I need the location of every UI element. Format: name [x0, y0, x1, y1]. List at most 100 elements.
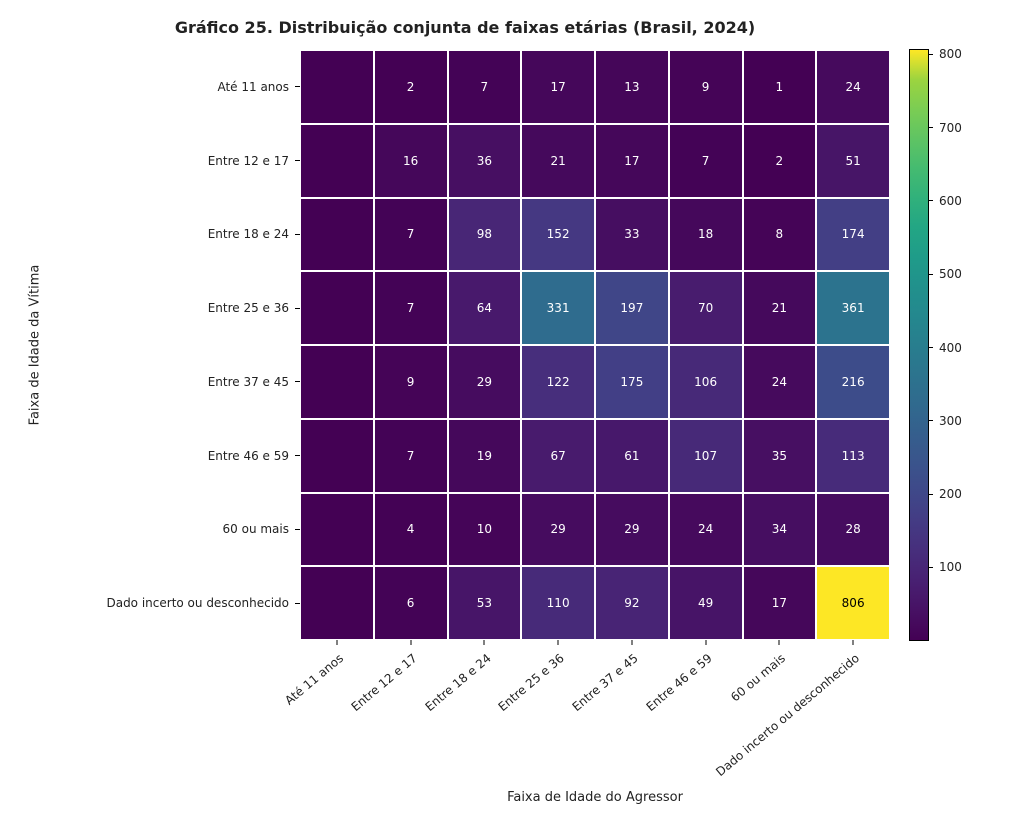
heatmap-cell: 113	[816, 419, 890, 493]
y-tick-label: Entre 12 e 17	[208, 154, 295, 168]
x-tick-mark	[631, 640, 632, 645]
y-tick-mark	[295, 86, 300, 87]
y-tick-mark	[295, 529, 300, 530]
colorbar-tick: 400	[928, 341, 962, 355]
x-tick-mark	[779, 640, 780, 645]
x-tick-label: 60 ou mais	[728, 651, 788, 704]
x-tick-label: Até 11 anos	[282, 651, 346, 708]
heatmap-cell: 152	[521, 198, 595, 272]
heatmap-cell: 61	[595, 419, 669, 493]
heatmap-cell	[300, 493, 374, 567]
heatmap-cell: 7	[374, 198, 448, 272]
heatmap-cell: 51	[816, 124, 890, 198]
heatmap-cell: 19	[448, 419, 522, 493]
heatmap-cell: 24	[816, 50, 890, 124]
colorbar-tick: 100	[928, 560, 962, 574]
x-tick: Entre 37 e 45	[631, 640, 632, 645]
colorbar-tick: 200	[928, 487, 962, 501]
x-tick-mark	[484, 640, 485, 645]
y-tick: Dado incerto ou desconhecido	[106, 596, 300, 610]
x-tick-label: Entre 37 e 45	[570, 651, 641, 714]
heatmap-cell: 110	[521, 566, 595, 640]
heatmap-cell: 35	[743, 419, 817, 493]
y-tick-label: 60 ou mais	[223, 522, 295, 536]
heatmap-grid: 2717139124163621177251798152331881747643…	[300, 50, 890, 640]
heatmap-cell: 53	[448, 566, 522, 640]
heatmap-cell: 13	[595, 50, 669, 124]
heatmap-plot-area: 2717139124163621177251798152331881747643…	[300, 50, 890, 640]
x-tick-label: Entre 25 e 36	[496, 651, 567, 714]
heatmap-cell	[300, 566, 374, 640]
heatmap-cell: 10	[448, 493, 522, 567]
x-axis-label: Faixa de Idade do Agressor	[300, 790, 890, 805]
heatmap-cell: 806	[816, 566, 890, 640]
heatmap-cell: 197	[595, 271, 669, 345]
x-tick-mark	[410, 640, 411, 645]
colorbar-tick-label: 500	[933, 267, 962, 281]
heatmap-cell: 7	[669, 124, 743, 198]
y-tick-mark	[295, 308, 300, 309]
heatmap-cell: 17	[743, 566, 817, 640]
heatmap-cell: 106	[669, 345, 743, 419]
x-tick: Entre 18 e 24	[484, 640, 485, 645]
heatmap-cell: 331	[521, 271, 595, 345]
heatmap-cell: 70	[669, 271, 743, 345]
colorbar-tick: 800	[928, 47, 962, 61]
figure: Gráfico 25. Distribuição conjunta de fai…	[0, 0, 1024, 819]
heatmap-cell: 21	[743, 271, 817, 345]
colorbar-tick-label: 200	[933, 487, 962, 501]
heatmap-cell: 34	[743, 493, 817, 567]
colorbar-tick: 500	[928, 267, 962, 281]
heatmap-cell	[300, 419, 374, 493]
heatmap-cell: 2	[743, 124, 817, 198]
heatmap-cell	[300, 345, 374, 419]
x-tick-label: Entre 46 e 59	[643, 651, 714, 714]
y-tick-mark	[295, 160, 300, 161]
heatmap-cell: 8	[743, 198, 817, 272]
y-tick-label: Dado incerto ou desconhecido	[106, 596, 295, 610]
heatmap-cell: 107	[669, 419, 743, 493]
colorbar-tick: 700	[928, 121, 962, 135]
colorbar-tick: 300	[928, 414, 962, 428]
colorbar-tick-label: 300	[933, 414, 962, 428]
y-tick-label: Entre 25 e 36	[208, 301, 295, 315]
heatmap-cell: 24	[669, 493, 743, 567]
x-tick-mark	[558, 640, 559, 645]
heatmap-cell	[300, 198, 374, 272]
heatmap-cell: 64	[448, 271, 522, 345]
x-tick-mark	[853, 640, 854, 645]
heatmap-cell: 18	[669, 198, 743, 272]
heatmap-cell: 16	[374, 124, 448, 198]
x-tick-label: Entre 12 e 17	[348, 651, 419, 714]
heatmap-cell: 174	[816, 198, 890, 272]
heatmap-cell	[300, 271, 374, 345]
x-tick: 60 ou mais	[779, 640, 780, 645]
heatmap-cell: 7	[374, 419, 448, 493]
colorbar-ticks: 100 200 300 400 500 600 700 800	[928, 50, 988, 640]
x-tick-mark	[336, 640, 337, 645]
x-tick: Entre 25 e 36	[558, 640, 559, 645]
x-tick: Dado incerto ou desconhecido	[853, 640, 854, 645]
colorbar-tick-label: 600	[933, 194, 962, 208]
colorbar: 100200300400500600700800	[910, 50, 928, 640]
heatmap-cell: 33	[595, 198, 669, 272]
heatmap-cell: 21	[521, 124, 595, 198]
heatmap-cell: 17	[595, 124, 669, 198]
y-tick: 60 ou mais	[223, 522, 300, 536]
colorbar-tick: 600	[928, 194, 962, 208]
heatmap-cell: 92	[595, 566, 669, 640]
colorbar-tick-label: 100	[933, 560, 962, 574]
heatmap-cell: 361	[816, 271, 890, 345]
heatmap-cell: 29	[521, 493, 595, 567]
heatmap-cell: 9	[669, 50, 743, 124]
y-tick-mark	[295, 455, 300, 456]
heatmap-cell: 98	[448, 198, 522, 272]
y-tick-label: Entre 37 e 45	[208, 375, 295, 389]
heatmap-cell: 2	[374, 50, 448, 124]
y-tick: Entre 46 e 59	[208, 449, 300, 463]
heatmap-cell: 9	[374, 345, 448, 419]
heatmap-cell: 28	[816, 493, 890, 567]
heatmap-cell	[300, 124, 374, 198]
x-tick-label: Dado incerto ou desconhecido	[713, 651, 862, 779]
y-tick-label: Até 11 anos	[217, 80, 295, 94]
